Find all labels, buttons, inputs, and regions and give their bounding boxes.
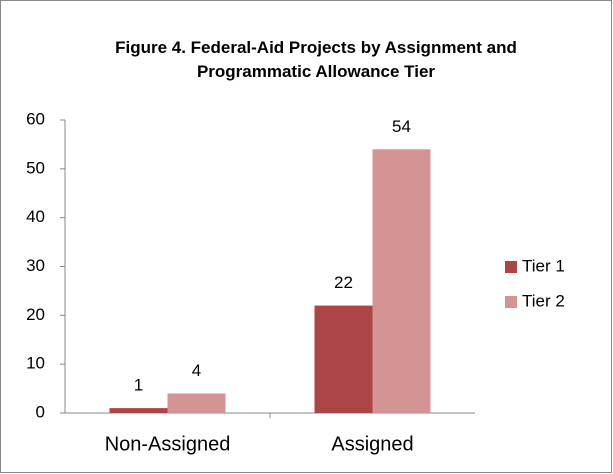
legend-label: Tier 2	[522, 291, 565, 310]
legend-swatch	[505, 296, 517, 308]
chart-title: Figure 4. Federal-Aid Projects by Assign…	[115, 38, 517, 81]
legend-swatch	[505, 261, 517, 273]
y-tick-label: 20	[26, 305, 45, 324]
bar	[167, 393, 226, 413]
legend-label: Tier 1	[522, 256, 565, 275]
y-tick-label: 0	[36, 402, 45, 421]
data-label: 4	[192, 361, 201, 380]
bar	[372, 149, 431, 414]
data-label: 54	[392, 117, 411, 136]
data-label: 22	[334, 273, 353, 292]
x-tick-label: Assigned	[331, 433, 413, 455]
y-tick-label: 10	[26, 354, 45, 373]
y-tick-label: 40	[26, 207, 45, 226]
bar	[314, 305, 373, 413]
y-tick-label: 50	[26, 158, 45, 177]
y-tick-label: 60	[26, 109, 45, 128]
x-tick-label: Non-Assigned	[105, 433, 231, 455]
bar	[109, 408, 168, 413]
data-label: 1	[134, 376, 143, 395]
y-tick-label: 30	[26, 256, 45, 275]
